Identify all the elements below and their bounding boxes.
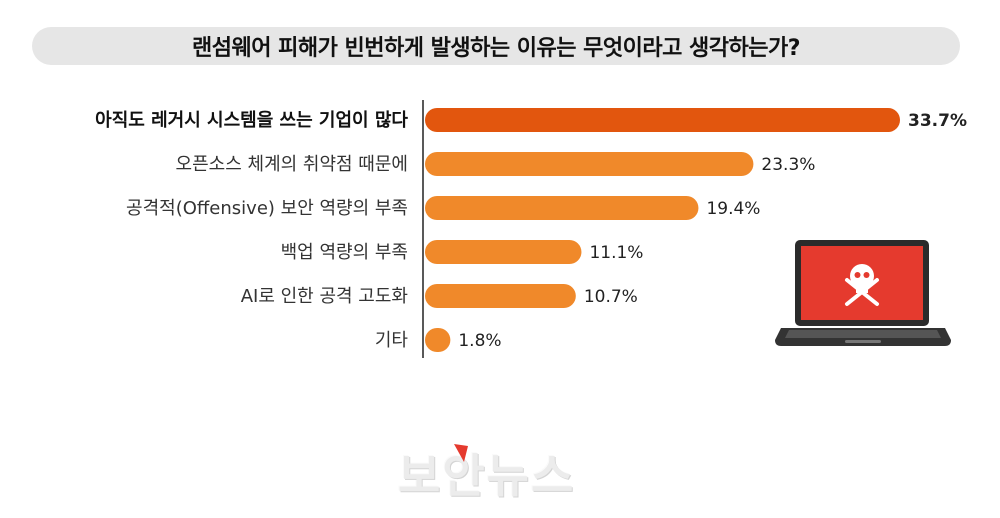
- category-label: AI로 인한 공격 고도화: [241, 286, 408, 307]
- value-label: 1.8%: [458, 331, 501, 351]
- value-label: 11.1%: [589, 243, 643, 263]
- bar: [425, 328, 451, 352]
- bar: [425, 152, 754, 176]
- category-label: 백업 역량의 부족: [281, 242, 408, 263]
- bar: [425, 108, 900, 132]
- title-bar: 랜섬웨어 피해가 빈번하게 발생하는 이유는 무엇이라고 생각하는가?: [32, 27, 960, 65]
- category-label: 공격적(Offensive) 보안 역량의 부족: [126, 198, 408, 219]
- laptop-icon: [775, 240, 951, 346]
- watermark-accent-mark: [454, 444, 468, 462]
- value-label: 33.7%: [908, 111, 967, 131]
- skull-crossbones-icon: [845, 264, 879, 306]
- value-label: 23.3%: [761, 155, 815, 175]
- chart-title: 랜섬웨어 피해가 빈번하게 발생하는 이유는 무엇이라고 생각하는가?: [192, 36, 800, 61]
- category-label: 오픈소스 체계의 취약점 때문에: [176, 154, 408, 175]
- watermark: 보안뉴스: [398, 449, 576, 503]
- value-label: 19.4%: [706, 199, 760, 219]
- bar: [425, 196, 699, 220]
- bar: [425, 284, 576, 308]
- value-label: 10.7%: [584, 287, 638, 307]
- category-label: 기타: [375, 330, 409, 351]
- bar: [425, 240, 582, 264]
- category-label: 아직도 레거시 시스템을 쓰는 기업이 많다: [95, 110, 408, 131]
